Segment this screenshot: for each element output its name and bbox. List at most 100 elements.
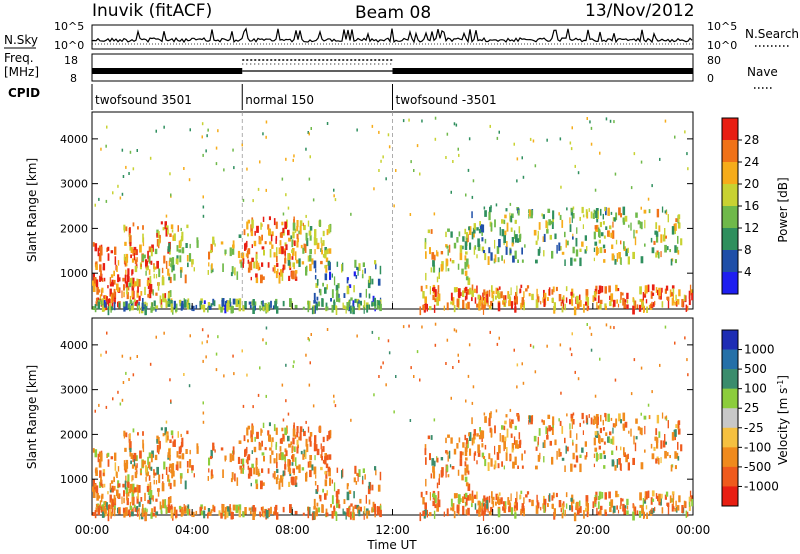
- radar-echo-cell: [651, 498, 655, 502]
- radar-echo-cell: [121, 290, 123, 299]
- radar-echo-cell: [674, 341, 676, 345]
- radar-echo-cell: [310, 127, 312, 130]
- radar-echo-cell: [354, 298, 357, 303]
- colorbar-swatch: [722, 369, 738, 389]
- radar-echo-cell: [419, 512, 422, 522]
- radar-echo-cell: [504, 230, 507, 236]
- radar-echo-cell: [610, 417, 613, 421]
- radar-echo-cell: [352, 512, 354, 518]
- radar-echo-cell: [231, 266, 234, 274]
- radar-echo-cell: [476, 227, 479, 231]
- radar-echo-cell: [425, 285, 428, 289]
- radar-echo-cell: [309, 254, 312, 262]
- radar-echo-cell: [142, 225, 144, 230]
- radar-echo-cell: [177, 431, 179, 438]
- radar-echo-cell: [99, 504, 101, 509]
- radar-echo-cell: [651, 490, 655, 497]
- radar-echo-cell: [570, 207, 574, 213]
- radar-echo-cell: [558, 418, 560, 422]
- radar-echo-cell: [425, 272, 427, 281]
- radar-echo-cell: [518, 226, 521, 234]
- radar-echo-cell: [281, 478, 284, 487]
- radar-echo-cell: [336, 290, 339, 298]
- radar-echo-cell: [103, 501, 105, 506]
- colorbar-tick-label: 4: [744, 265, 752, 279]
- radar-echo-cell: [126, 493, 128, 501]
- radar-echo-cell: [100, 353, 102, 357]
- radar-echo-cell: [116, 265, 118, 272]
- radar-echo-cell: [593, 257, 595, 262]
- radar-echo-cell: [611, 459, 615, 467]
- radar-echo-cell: [139, 244, 142, 253]
- radar-echo-cell: [212, 298, 215, 305]
- radar-echo-cell: [319, 289, 322, 296]
- velocity-panel-frame: [91, 317, 694, 516]
- radar-echo-cell: [436, 457, 439, 463]
- radar-echo-cell: [134, 300, 137, 306]
- radar-echo-cell: [165, 301, 168, 308]
- radar-echo-cell: [564, 509, 566, 517]
- radar-echo-cell: [354, 259, 357, 268]
- radar-echo-cell: [511, 237, 515, 245]
- radar-echo-cell: [525, 494, 528, 498]
- radar-echo-cell: [314, 249, 316, 255]
- radar-echo-cell: [283, 264, 286, 270]
- colorbar-swatch: [722, 162, 738, 185]
- radar-echo-cell: [101, 495, 103, 503]
- radar-echo-cell: [619, 505, 622, 510]
- radar-echo-cell: [274, 506, 277, 516]
- radar-echo-cell: [492, 295, 495, 302]
- radar-echo-cell: [307, 426, 310, 433]
- radar-echo-cell: [537, 502, 540, 509]
- radar-echo-cell: [202, 195, 204, 199]
- radar-echo-cell: [170, 224, 174, 230]
- radar-echo-cell: [662, 234, 666, 242]
- radar-echo-cell: [453, 122, 456, 126]
- radar-echo-cell: [262, 132, 264, 136]
- radar-echo-cell: [609, 507, 612, 513]
- radar-echo-cell: [438, 478, 440, 485]
- radar-echo-cell: [616, 459, 618, 468]
- radar-echo-cell: [503, 508, 506, 512]
- radar-echo-cell: [146, 280, 149, 286]
- radar-echo-cell: [462, 290, 465, 297]
- radar-echo-cell: [125, 463, 127, 468]
- radar-echo-cell: [296, 226, 299, 232]
- radar-echo-cell: [645, 491, 648, 500]
- radar-echo-cell: [566, 446, 569, 452]
- radar-echo-cell: [453, 448, 457, 455]
- radar-echo-cell: [291, 445, 294, 454]
- radar-echo-cell: [321, 504, 324, 513]
- radar-echo-cell: [385, 383, 387, 387]
- radar-echo-cell: [368, 304, 371, 309]
- radar-echo-cell: [366, 304, 369, 313]
- radar-echo-cell: [603, 441, 606, 445]
- radar-echo-cell: [117, 277, 121, 282]
- radar-echo-cell: [483, 206, 486, 210]
- radar-echo-cell: [207, 476, 209, 481]
- radar-echo-cell: [645, 285, 648, 294]
- radar-echo-cell: [446, 451, 449, 455]
- radar-echo-cell: [136, 496, 139, 504]
- radar-echo-cell: [315, 283, 319, 288]
- radar-echo-cell: [290, 235, 293, 240]
- radar-echo-cell: [132, 167, 135, 171]
- radar-echo-cell: [220, 241, 224, 245]
- radar-echo-cell: [280, 231, 283, 238]
- radar-echo-cell: [520, 508, 523, 515]
- power-scatter-field: [92, 116, 694, 316]
- radar-echo-cell: [690, 289, 693, 296]
- radar-echo-cell: [665, 285, 669, 291]
- radar-echo-cell: [126, 463, 128, 473]
- radar-echo-cell: [335, 490, 339, 497]
- radar-echo-cell: [312, 511, 315, 520]
- radar-echo-cell: [161, 276, 165, 286]
- radar-echo-cell: [465, 251, 468, 255]
- radar-echo-cell: [664, 494, 667, 500]
- radar-echo-cell: [523, 508, 525, 517]
- radar-echo-cell: [615, 284, 618, 292]
- radar-echo-cell: [319, 425, 321, 433]
- radar-echo-cell: [497, 257, 500, 263]
- radar-echo-cell: [517, 444, 520, 449]
- radar-echo-cell: [167, 292, 171, 301]
